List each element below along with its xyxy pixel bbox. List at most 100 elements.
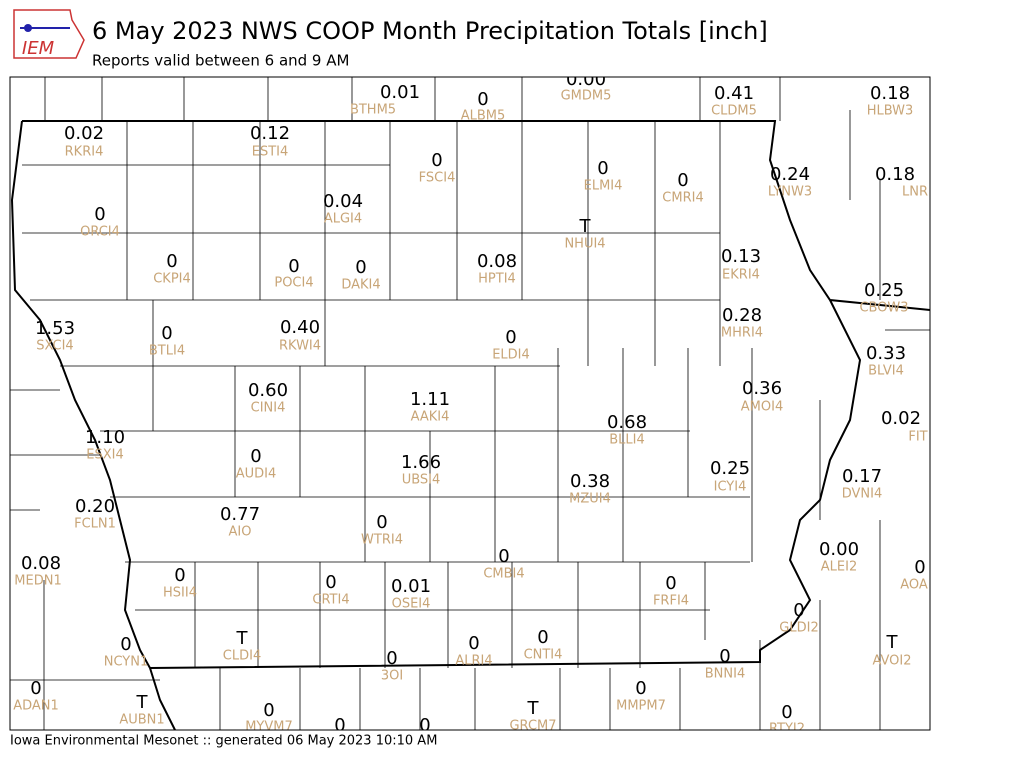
station-id: GLDI2 <box>779 621 818 636</box>
precip-value: 0 <box>120 634 131 655</box>
map-frame <box>9 76 931 731</box>
precip-value: 0.08 <box>477 251 517 272</box>
precip-value: 1.53 <box>35 318 75 339</box>
station-id: BLVI4 <box>868 364 904 379</box>
precip-value: 0.25 <box>864 280 904 301</box>
station-id: CKPI4 <box>153 272 191 287</box>
precip-value: 0.08 <box>21 553 61 574</box>
precip-value: 0 <box>793 600 804 621</box>
station-id: AIO <box>229 525 252 540</box>
precip-value: 0.25 <box>710 458 750 479</box>
precip-value: 0 <box>468 633 479 654</box>
precip-value: 0.28 <box>722 305 762 326</box>
precip-value: 0.41 <box>714 83 754 104</box>
precip-value: 0.40 <box>280 317 320 338</box>
station-id: OSEI4 <box>392 597 431 612</box>
precip-value: T <box>579 216 592 237</box>
precip-value: 0.02 <box>881 408 921 429</box>
precip-value: 0.38 <box>570 471 610 492</box>
station-id: HPTI4 <box>478 272 516 287</box>
station-id: MMPM7 <box>616 699 666 714</box>
station-id: ESXI4 <box>86 448 123 463</box>
precip-value: 0 <box>166 251 177 272</box>
precip-value: 0 <box>537 627 548 648</box>
station-id: HSII4 <box>163 586 197 601</box>
station-id: ORCI4 <box>80 225 120 240</box>
station-id: DVNI4 <box>842 487 883 502</box>
station-id: AUDI4 <box>236 467 277 482</box>
station-id: MZUI4 <box>569 492 611 507</box>
precip-value: 0 <box>325 572 336 593</box>
precip-value: 0 <box>665 573 676 594</box>
station-id: FSCI4 <box>419 171 456 186</box>
station-id: ESTI4 <box>252 145 289 160</box>
precip-value: T <box>236 628 249 649</box>
precip-value: 0.18 <box>870 83 910 104</box>
precip-value: 0 <box>161 323 172 344</box>
precip-value: 0 <box>781 702 792 723</box>
station-id: DAKI4 <box>341 278 380 293</box>
station-id: CBOW3 <box>859 301 908 316</box>
station-id: BTHM5 <box>350 103 396 118</box>
precip-value: 0 <box>94 204 105 225</box>
precip-value: 0 <box>431 150 442 171</box>
station-id: LYNW3 <box>768 185 812 200</box>
station-id: BTLI4 <box>149 344 185 359</box>
station-id: MHRI4 <box>721 326 763 341</box>
station-id: FCLN1 <box>74 517 116 532</box>
station-id: HLBW3 <box>867 104 914 119</box>
precip-value: 0.00 <box>819 539 859 560</box>
station-id: AOA <box>900 578 928 593</box>
precip-value: 0.01 <box>380 82 420 103</box>
precip-value: 0 <box>30 678 41 699</box>
station-id: AMOI4 <box>741 400 783 415</box>
precip-value: 0 <box>477 89 488 110</box>
station-id: GRCM7 <box>509 719 556 734</box>
station-id: 3OI <box>381 669 403 684</box>
precip-value: 0.13 <box>721 246 761 267</box>
subtitle: Reports valid between 6 and 9 AM <box>92 52 349 70</box>
iowa-border <box>10 120 930 730</box>
precip-value: 0.17 <box>842 466 882 487</box>
station-id: ALEI2 <box>821 560 857 575</box>
station-id: BNNI4 <box>705 667 745 682</box>
precip-value: 0.12 <box>250 123 290 144</box>
precip-value: 0 <box>376 512 387 533</box>
precip-value: 0 <box>719 646 730 667</box>
precip-value: 1.66 <box>401 452 441 473</box>
station-id: CINI4 <box>251 401 286 416</box>
station-id: POCI4 <box>274 276 313 291</box>
county-lines <box>10 77 930 730</box>
station-id: RKRI4 <box>65 145 104 160</box>
station-id: ALRI4 <box>455 654 492 669</box>
station-id: ALBM5 <box>461 109 506 124</box>
precip-value: T <box>527 698 540 719</box>
precip-value: 0.77 <box>220 504 260 525</box>
precip-value: 0.20 <box>75 496 115 517</box>
precip-value: 0.00 <box>566 69 606 90</box>
station-id: WTRI4 <box>361 533 403 548</box>
precip-value: 0 <box>263 700 274 721</box>
station-id: ELMI4 <box>584 179 623 194</box>
precip-value: 0 <box>250 446 261 467</box>
station-id: CNTI4 <box>524 648 563 663</box>
footer: Iowa Environmental Mesonet :: generated … <box>10 734 437 749</box>
precip-value: 0 <box>635 678 646 699</box>
station-id: FIT <box>908 430 927 445</box>
station-id: ELDI4 <box>492 348 530 363</box>
station-id: FRFI4 <box>653 594 689 609</box>
station-id: ICYI4 <box>714 480 747 495</box>
precip-value: 0.60 <box>248 380 288 401</box>
station-id: EKRI4 <box>722 268 760 283</box>
station-id: CMBI4 <box>483 567 524 582</box>
station-id: GMDM5 <box>561 89 612 104</box>
precip-value: 0 <box>174 565 185 586</box>
precip-value: 0.68 <box>607 412 647 433</box>
station-id: AAKI4 <box>411 410 450 425</box>
precip-value: 0 <box>386 648 397 669</box>
station-id: CLDM5 <box>711 104 757 119</box>
